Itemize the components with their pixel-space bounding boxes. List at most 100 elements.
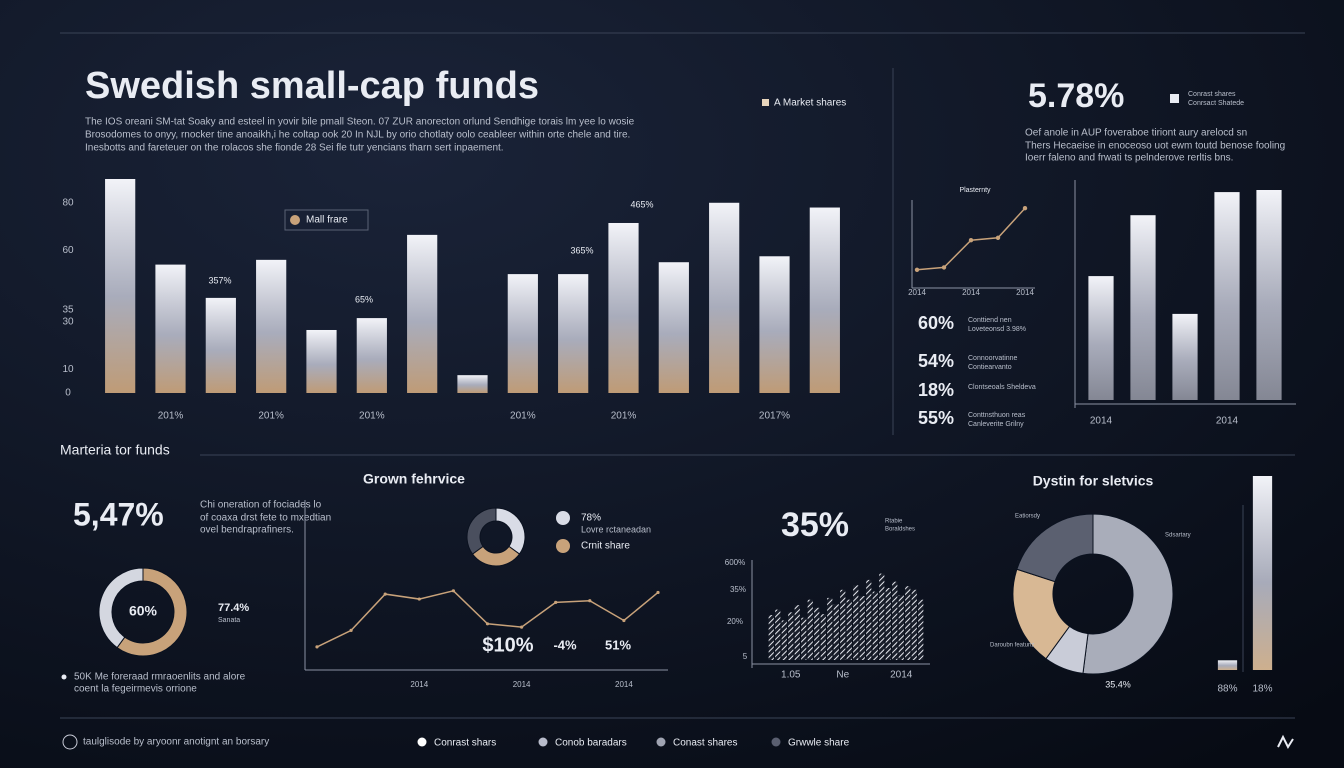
point — [941, 265, 947, 270]
bar — [775, 609, 781, 660]
y-tick-label: 35 — [62, 304, 74, 315]
y-tick-label: 30 — [62, 316, 74, 327]
bar — [658, 262, 689, 393]
stat-label: Conttiend nen — [968, 317, 1012, 324]
side-value: 77.4% — [218, 602, 249, 614]
slice-label: Eatiorsdy — [1015, 514, 1040, 520]
legend-dot — [771, 737, 781, 747]
legend-label: 78% — [581, 513, 601, 524]
kpi-text: ovel bendraprafiners. — [200, 525, 294, 536]
bar — [898, 595, 904, 660]
credit: taulglisode by aryoonr anotignt an borsa… — [83, 737, 269, 748]
axis-label: 20% — [727, 617, 743, 626]
x-tick-label: 2014 — [962, 288, 980, 297]
stat-value: 55% — [918, 408, 954, 428]
bar — [840, 589, 846, 660]
intro-line: The IOS oreani SM-tat Soaky and esteel i… — [85, 117, 635, 128]
legend-label: Grwwle share — [788, 738, 850, 749]
bar — [853, 585, 859, 660]
bar — [872, 591, 878, 660]
stat-label: Contiearvanto — [968, 364, 1012, 371]
stat-value: 60% — [918, 313, 954, 333]
x-tick-label: 2014 — [615, 680, 633, 689]
bar — [507, 274, 538, 393]
bar — [608, 222, 639, 393]
stat-label: Clontseoals Sheldeva — [968, 384, 1036, 391]
point — [485, 622, 490, 626]
kpi-text: Ioerr faleno and frwati ts pelnderove re… — [1025, 153, 1233, 164]
x-tick-label: Ne — [836, 670, 849, 681]
pie-slice — [116, 567, 188, 657]
legend-swatch — [762, 99, 769, 106]
bar — [1252, 476, 1273, 670]
bar — [820, 614, 826, 660]
bar — [788, 612, 794, 660]
x-tick-label: 2014 — [1016, 288, 1034, 297]
bar — [827, 597, 833, 660]
annotation: 65% — [355, 294, 373, 304]
x-tick-label: 2017% — [759, 411, 790, 422]
point — [914, 267, 920, 272]
side-label: Sanata — [218, 617, 240, 624]
chart-kpi: 35% — [781, 506, 849, 544]
stat-label: Canleverite Grilny — [968, 421, 1024, 428]
bar — [781, 620, 787, 660]
stat-value: 18% — [918, 380, 954, 400]
annotation: 365% — [570, 245, 593, 255]
legend-dot — [556, 539, 570, 553]
chart-subtitle: Rtabie — [885, 519, 903, 525]
bar — [306, 329, 337, 393]
point — [349, 628, 353, 633]
x-tick-label: 2014 — [890, 670, 913, 681]
bar — [1172, 313, 1198, 400]
bar — [105, 179, 136, 393]
bar — [407, 234, 438, 393]
bar — [1256, 190, 1282, 400]
bullet — [61, 674, 67, 680]
legend-note: Lovre rctaneadan — [581, 524, 651, 534]
bar — [807, 599, 813, 660]
bar — [709, 202, 740, 393]
legend-dot — [538, 737, 548, 747]
chart-subtitle: Boraldshes — [885, 527, 915, 533]
section-title: Marteria tor funds — [60, 442, 170, 458]
legend-label: Crnit share — [581, 541, 630, 552]
bar — [833, 604, 839, 660]
axis-label: 5 — [743, 652, 748, 661]
point — [995, 235, 1001, 240]
bar — [801, 617, 807, 660]
bar — [885, 588, 891, 660]
bar — [558, 274, 589, 393]
bar — [155, 264, 186, 393]
chart-title: Grown fehrvice — [363, 471, 465, 487]
point — [554, 600, 558, 604]
bar — [879, 573, 885, 660]
bar — [859, 596, 865, 660]
bar — [866, 579, 872, 660]
x-tick-label: 2014 — [513, 680, 531, 689]
x-tick-label: 1.05 — [781, 670, 801, 681]
point — [520, 625, 524, 629]
page-title: Swedish small-cap funds — [85, 65, 539, 107]
slice-label: Sdsartary — [1165, 533, 1191, 539]
bar — [768, 615, 774, 660]
legend-label: Conob baradars — [555, 738, 627, 749]
legend-label: Conrsact Shatede — [1188, 100, 1244, 107]
bar — [918, 599, 924, 660]
x-tick-label: 201% — [359, 411, 385, 422]
bar — [1214, 192, 1240, 400]
x-tick-label: 201% — [510, 411, 536, 422]
x-tick-label: 201% — [158, 411, 184, 422]
y-tick-label: 80 — [62, 197, 74, 208]
bar — [911, 589, 917, 660]
x-tick-label: 2014 — [1090, 416, 1113, 427]
intro-line: Inesbotts and fareteuer on the rolacos s… — [85, 143, 504, 154]
chart-title: Dystin for sletvics — [1033, 473, 1154, 489]
note: 50K Me foreraad rmraoenlits and alore — [74, 672, 246, 683]
value-label: 60% — [129, 603, 158, 619]
kpi-text: Chi oneration of fociades lo — [200, 500, 322, 511]
x-tick-label: 201% — [258, 411, 284, 422]
legend-label: A Market shares — [774, 98, 846, 109]
y-tick-label: 10 — [62, 364, 74, 375]
